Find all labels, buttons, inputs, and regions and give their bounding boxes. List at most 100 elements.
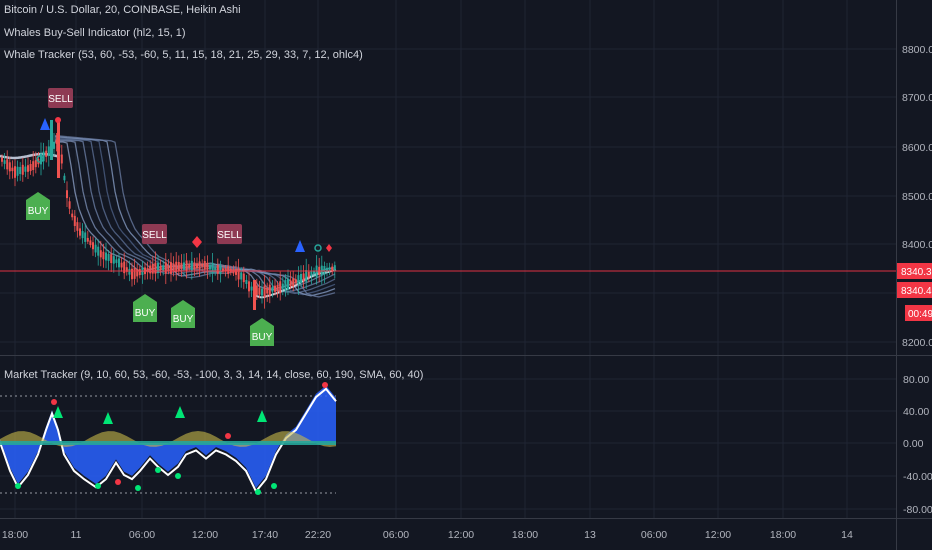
candle: [3, 160, 6, 164]
candle: [6, 159, 9, 170]
candle: [118, 258, 120, 268]
sell-signal-label: SELL: [48, 94, 73, 105]
candle: [258, 287, 261, 295]
countdown-tag: [905, 305, 932, 321]
price-axis-label: 8500.00: [902, 191, 932, 203]
candle: [19, 167, 22, 175]
osc-green-dot: [95, 483, 101, 489]
osc-red-dot: [225, 433, 231, 439]
osc-axis-label: 0.00: [903, 438, 924, 450]
time-axis-label: 22:20: [305, 529, 331, 541]
candle: [294, 279, 297, 284]
osc-green-dot: [175, 473, 181, 479]
candle: [102, 251, 105, 260]
candle: [245, 280, 248, 284]
candle: [120, 262, 123, 268]
time-axis-label: 06:00: [641, 529, 667, 541]
buy-signal-label: BUY: [135, 308, 156, 319]
time-axis-label: 11: [71, 529, 82, 541]
oscillator-axis[interactable]: 80.00 40.00 0.00 -40.00 -80.00: [903, 374, 932, 516]
candle: [211, 262, 214, 274]
time-axis-label: 06:00: [383, 529, 409, 541]
time-axis-label: 18:00: [2, 529, 28, 541]
candle: [29, 164, 32, 172]
candle: [313, 270, 315, 275]
candle: [86, 237, 89, 242]
candle: [11, 167, 14, 172]
candle: [193, 262, 196, 270]
candle: [222, 268, 224, 272]
candle: [263, 285, 266, 298]
market-tracker-legend[interactable]: Market Tracker (9, 10, 60, 53, -60, -53,…: [4, 369, 423, 381]
candle: [188, 264, 191, 268]
candle: [14, 166, 16, 178]
candle: [315, 265, 318, 278]
candle: [274, 285, 276, 292]
candle: [123, 261, 126, 274]
candle: [302, 273, 305, 281]
candle: [71, 213, 74, 218]
whale-tracker-legend[interactable]: Whale Tracker (53, 60, -53, -60, 5, 11, …: [4, 49, 363, 61]
osc-axis-label: -80.00: [903, 504, 932, 516]
candle: [57, 118, 60, 178]
circle-icon: [36, 155, 44, 163]
candle: [76, 222, 79, 231]
osc-white-line: [0, 387, 337, 494]
grid: [0, 0, 896, 518]
price-axis[interactable]: 8800.00 8700.00 8600.00 8500.00 8400.00 8200.…: [902, 44, 932, 349]
candle: [105, 252, 107, 261]
candle: [81, 231, 84, 239]
candle: [146, 268, 149, 273]
candle: [53, 141, 55, 149]
buy-signal: [133, 294, 157, 322]
candle: [159, 265, 162, 271]
osc-axis-label: 40.00: [903, 406, 929, 418]
candle: [300, 274, 302, 283]
candle: [255, 285, 258, 296]
whales-indicator-legend[interactable]: Whales Buy-Sell Indicator (hl2, 15, 1): [4, 27, 186, 39]
candle: [73, 215, 76, 227]
candle: [271, 287, 274, 292]
time-axis-label: 12:00: [448, 529, 474, 541]
candle: [63, 175, 66, 181]
candle: [94, 244, 97, 253]
time-axis[interactable]: 18:00 11 06:00 12:00 17:40 22:20 06:00 12:00 18:…: [2, 529, 853, 541]
candle: [190, 260, 193, 272]
candle: [34, 160, 37, 168]
candle: [27, 165, 29, 172]
candle: [162, 265, 165, 271]
candle: [133, 267, 136, 279]
chart-title: Bitcoin / U.S. Dollar, 20, COINBASE, Hei…: [4, 4, 241, 16]
candle: [281, 283, 284, 289]
osc-up-triangle-icon: [53, 406, 63, 418]
candle: [183, 262, 185, 270]
candle: [307, 271, 310, 278]
candle: [128, 268, 131, 275]
sell-signal: [217, 224, 242, 244]
candle: [60, 154, 63, 164]
time-axis-label: 18:00: [770, 529, 796, 541]
diamond-icon: [192, 236, 202, 248]
candle: [107, 253, 110, 261]
candle: [125, 267, 128, 272]
candle: [42, 151, 45, 162]
candle: [297, 275, 300, 285]
candle: [248, 281, 250, 292]
time-axis-label: 18:00: [512, 529, 538, 541]
market-tracker-pane: [0, 382, 337, 495]
prev-price-value: 8340.40: [901, 286, 932, 297]
candle: [253, 280, 256, 310]
osc-up-triangle-icon: [175, 406, 185, 418]
osc-green-dot: [155, 467, 161, 473]
candle: [206, 262, 209, 270]
sell-signal: [142, 224, 167, 244]
candle: [138, 269, 141, 276]
candle: [177, 262, 180, 271]
sell-signal-label: SELL: [217, 230, 242, 241]
up-triangle-icon: [295, 240, 305, 252]
candle: [157, 262, 159, 274]
osc-axis-label: -40.00: [903, 471, 932, 483]
candles: [1, 118, 336, 310]
sell-signal: [48, 88, 73, 108]
